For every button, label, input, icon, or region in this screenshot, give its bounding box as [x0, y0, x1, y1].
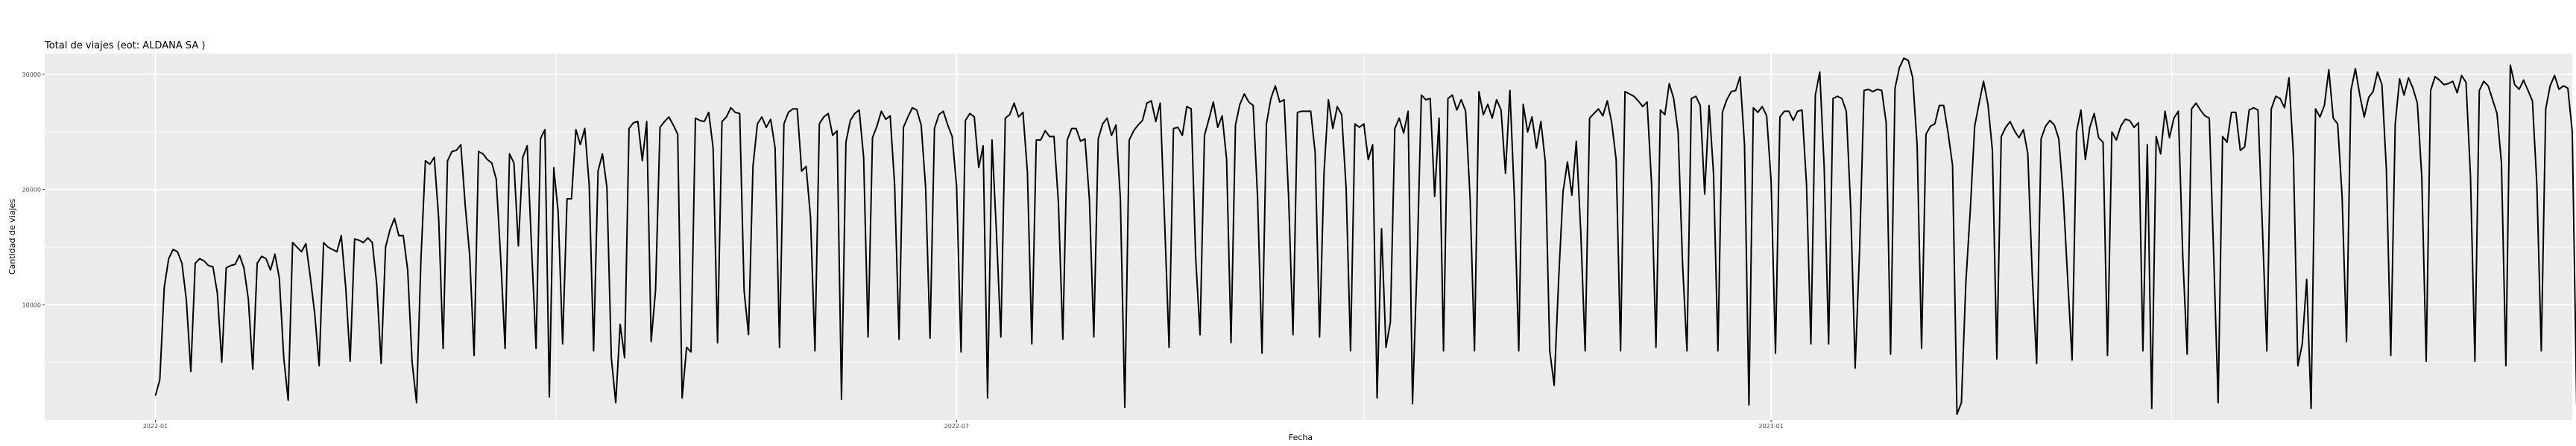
x-axis-title: Fecha — [1289, 433, 1313, 442]
y-tick-label: 30000 — [22, 71, 41, 78]
x-tick-label: 2022-01 — [143, 423, 168, 430]
plot-panel — [45, 54, 2572, 420]
y-tick-label: 10000 — [22, 302, 41, 308]
series-line-total-viajes — [154, 57, 2576, 415]
x-axis: 2022-01 2022-07 2023-01 — [143, 420, 1784, 430]
chart-title: Total de viajes (eot: ALDANA SA ) — [44, 40, 205, 51]
grid-major — [45, 54, 2572, 420]
x-tick-label: 2022-07 — [944, 423, 969, 430]
x-tick-label: 2023-01 — [1758, 423, 1783, 430]
y-tick-label: 20000 — [22, 187, 41, 194]
y-axis-title: Cantidad de viajes — [7, 199, 17, 275]
y-axis: 10000 20000 30000 — [22, 71, 45, 308]
